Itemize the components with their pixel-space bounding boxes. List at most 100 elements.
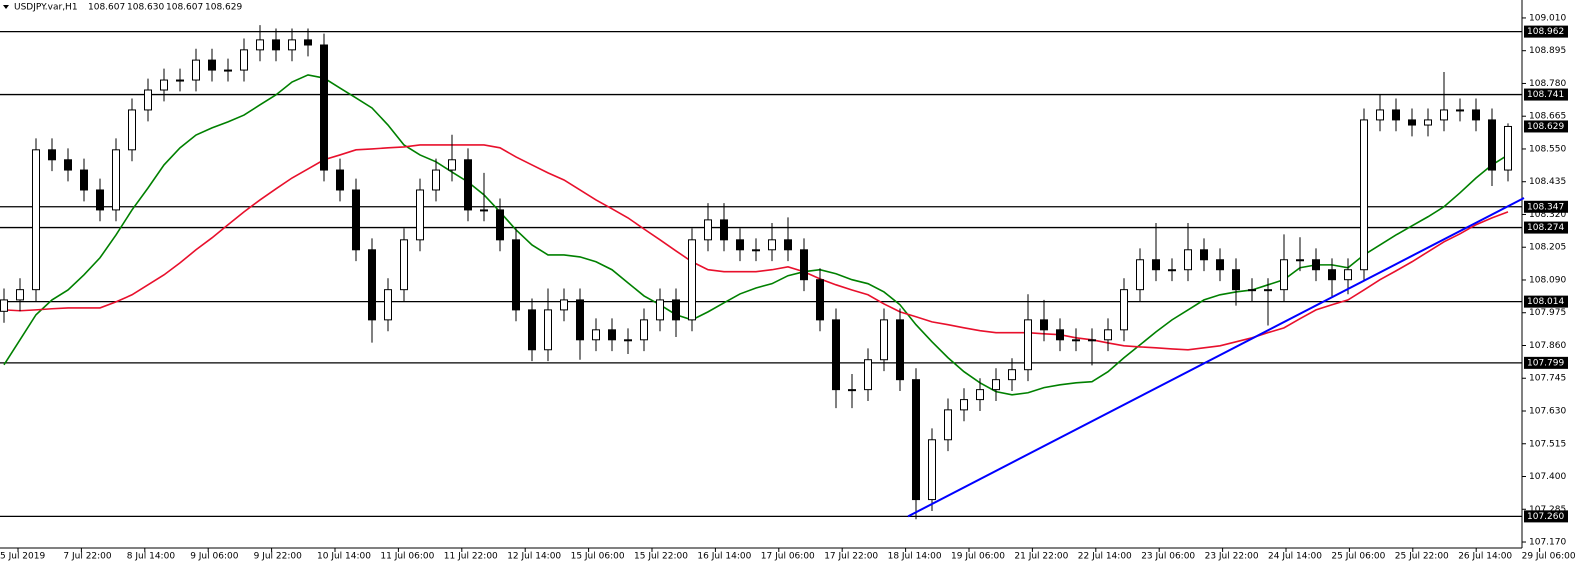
- level-label: 107.260: [1527, 512, 1564, 522]
- y-tick-label: 108.320: [1529, 210, 1566, 220]
- candle-body: [928, 439, 936, 501]
- candle-body: [816, 279, 824, 321]
- candle-body: [16, 289, 24, 301]
- candle-body: [288, 39, 296, 51]
- x-tick-label: 23 Jul 22:00: [1205, 552, 1259, 562]
- candle-body: [64, 159, 72, 171]
- candle-body: [864, 359, 872, 391]
- candle-body: [912, 379, 920, 501]
- candle-body: [1088, 339, 1096, 342]
- candle-body: [592, 329, 600, 341]
- candle-body: [1328, 269, 1336, 281]
- candle-body: [1216, 259, 1224, 271]
- y-tick-label: 109.010: [1529, 13, 1566, 23]
- x-tick-label: 17 Jul 22:00: [824, 552, 878, 562]
- y-tick-label: 108.780: [1529, 79, 1566, 89]
- y-tick-label: 108.205: [1529, 243, 1566, 253]
- y-tick-label: 107.400: [1529, 472, 1566, 482]
- candle-body: [208, 59, 216, 71]
- candle-body: [1152, 259, 1160, 271]
- x-tick-label: 16 Jul 14:00: [697, 552, 751, 562]
- candle-body: [992, 379, 1000, 391]
- x-tick-label: 25 Jul 22:00: [1395, 552, 1449, 562]
- x-tick-label: 11 Jul 06:00: [380, 552, 434, 562]
- x-tick-label: 29 Jul 06:00: [1522, 552, 1576, 562]
- x-tick-label: 8 Jul 14:00: [127, 552, 176, 562]
- x-tick-label: 10 Jul 14:00: [317, 552, 371, 562]
- level-box: [1524, 510, 1568, 523]
- candle-body: [0, 299, 8, 312]
- candle-body: [128, 109, 136, 151]
- candle-body: [1312, 259, 1320, 271]
- y-tick-label: 107.285: [1529, 505, 1566, 515]
- candle-body: [784, 239, 792, 251]
- x-tick-label: 22 Jul 14:00: [1078, 552, 1132, 562]
- candle-body: [640, 319, 648, 341]
- candle-body: [272, 39, 280, 51]
- candle-body: [144, 89, 152, 111]
- candle-body: [544, 309, 552, 351]
- candle-body: [1008, 369, 1016, 381]
- last-price-box: [1524, 120, 1568, 133]
- menu-triangle[interactable]: [3, 5, 9, 9]
- candle-body: [1344, 269, 1352, 281]
- candle-body: [336, 169, 344, 191]
- candle-body: [240, 49, 248, 71]
- candle-body: [1120, 289, 1128, 331]
- candle-body: [896, 319, 904, 381]
- level-label: 108.347: [1527, 202, 1564, 212]
- y-tick-label: 107.975: [1529, 308, 1566, 318]
- y-tick-label: 107.745: [1529, 374, 1566, 384]
- header-price: 108.607: [88, 3, 125, 13]
- candle-body: [176, 79, 184, 82]
- header-price: 108.629: [205, 3, 242, 13]
- x-tick-label: 19 Jul 06:00: [951, 552, 1005, 562]
- candle-body: [576, 299, 584, 341]
- x-tick-label: 18 Jul 14:00: [888, 552, 942, 562]
- candle-body: [256, 39, 264, 51]
- candle-body: [352, 189, 360, 251]
- y-tick-label: 108.895: [1529, 46, 1566, 56]
- y-tick-label: 108.090: [1529, 275, 1566, 285]
- y-tick-label: 107.170: [1529, 538, 1566, 548]
- candle-body: [528, 309, 536, 351]
- candle-body: [1104, 329, 1112, 341]
- candle-body: [976, 389, 984, 401]
- candle-body: [944, 409, 952, 441]
- candle-body: [112, 149, 120, 211]
- y-tick-label: 107.630: [1529, 407, 1566, 417]
- moving-average: [3, 74, 1509, 396]
- candle-body: [496, 209, 504, 241]
- header-price: 108.630: [127, 3, 164, 13]
- candle-body: [160, 79, 168, 91]
- candle-body: [96, 189, 104, 211]
- candle-body: [1248, 289, 1256, 292]
- level-label: 108.274: [1527, 223, 1564, 233]
- candle-body: [656, 299, 664, 321]
- candle-body: [1056, 329, 1064, 341]
- candle-body: [416, 189, 424, 241]
- candle-body: [720, 219, 728, 241]
- candle-body: [224, 69, 232, 72]
- candle-body: [192, 59, 200, 81]
- candle-body: [560, 299, 568, 311]
- x-tick-label: 21 Jul 22:00: [1014, 552, 1068, 562]
- candle-body: [1440, 109, 1448, 121]
- candle-body: [80, 169, 88, 191]
- candle-body: [48, 149, 56, 161]
- candle-body: [512, 239, 520, 311]
- candle-body: [1472, 109, 1480, 121]
- candle-body: [1376, 109, 1384, 121]
- candle-body: [1392, 109, 1400, 121]
- x-tick-label: 25 Jul 06:00: [1331, 552, 1385, 562]
- candle-body: [32, 149, 40, 291]
- level-label: 108.014: [1527, 297, 1564, 307]
- candle-body: [624, 339, 632, 342]
- candle-body: [1424, 119, 1432, 126]
- x-tick-label: 15 Jul 06:00: [571, 552, 625, 562]
- candle-body: [432, 169, 440, 191]
- candle-body: [1184, 249, 1192, 271]
- x-tick-label: 11 Jul 22:00: [444, 552, 498, 562]
